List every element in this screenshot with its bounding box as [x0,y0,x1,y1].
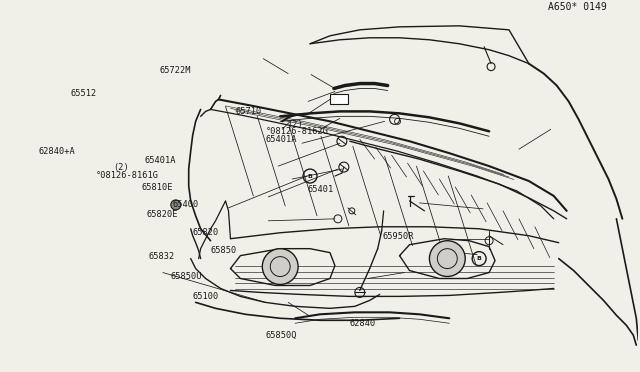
Text: 65100: 65100 [193,292,219,301]
Text: 65710: 65710 [236,107,262,116]
Text: 65820E: 65820E [147,210,179,219]
Text: (2): (2) [287,119,303,129]
Text: A650* 0149: A650* 0149 [548,2,607,12]
Text: 65850: 65850 [211,246,237,255]
Circle shape [171,200,180,210]
Text: 65722M: 65722M [159,66,191,75]
Text: 65401: 65401 [307,186,333,195]
Text: 65401A: 65401A [266,135,298,144]
Circle shape [429,241,465,276]
Text: (2): (2) [113,163,129,172]
Text: °08126-8162G: °08126-8162G [266,127,329,136]
Text: 62840+A: 62840+A [38,147,76,156]
Text: 65850U: 65850U [170,272,202,281]
Text: 65512: 65512 [70,89,97,98]
Text: 65401A: 65401A [145,156,177,165]
Text: B: B [477,256,481,261]
Circle shape [262,248,298,285]
Text: 65400: 65400 [172,200,198,209]
Text: B: B [308,174,312,179]
Text: 65810E: 65810E [141,183,173,192]
Text: 62840: 62840 [349,320,376,328]
FancyBboxPatch shape [330,94,348,105]
Text: 65820: 65820 [193,228,219,237]
Text: 65832: 65832 [148,252,174,261]
Text: °08126-8161G: °08126-8161G [96,171,159,180]
Text: 65950R: 65950R [382,232,414,241]
Text: 65850Q: 65850Q [266,330,298,340]
